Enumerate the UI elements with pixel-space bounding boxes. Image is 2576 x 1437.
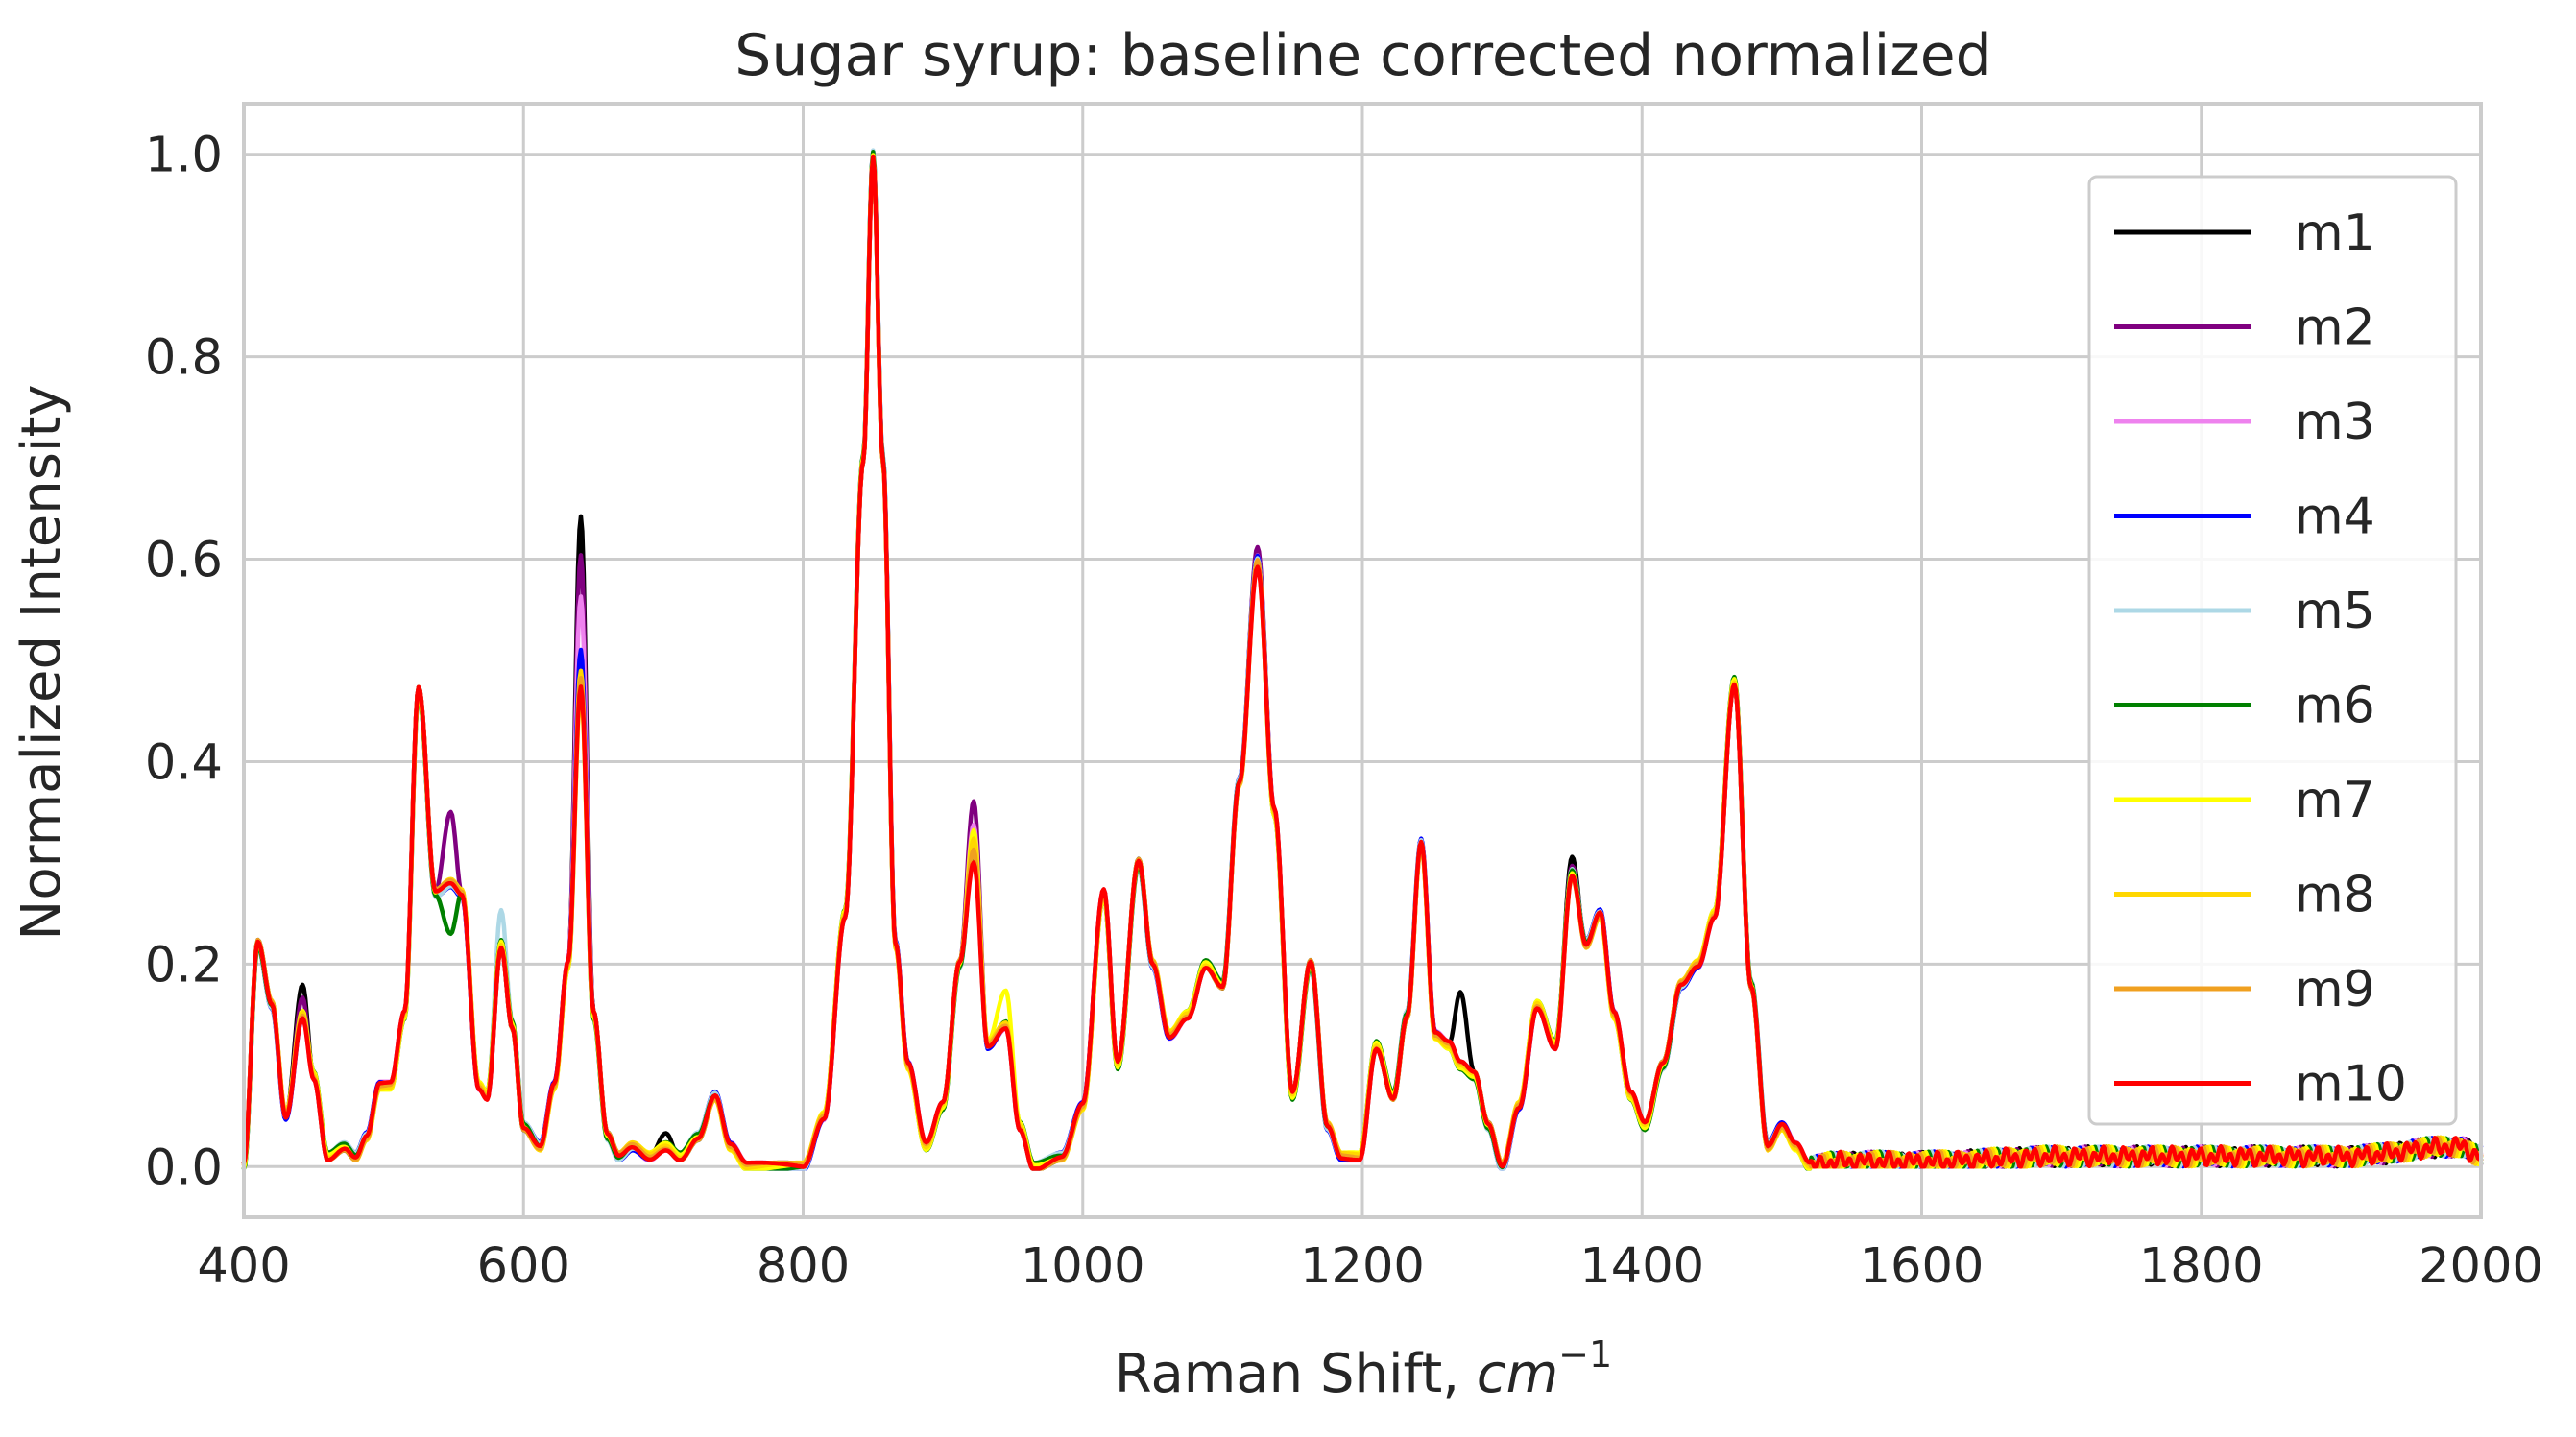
legend-label-m2: m2 [2295,299,2375,357]
x-axis-label: Raman Shift, cm−1 [1115,1333,1612,1405]
y-tick-label: 0.6 [145,533,223,589]
y-tick-label: 0.2 [145,937,223,994]
legend-label-m1: m1 [2295,204,2375,262]
legend-label-m3: m3 [2295,394,2375,451]
x-tick-label: 1200 [1300,1238,1425,1295]
legend-label-m8: m8 [2295,867,2375,924]
plot-frame [242,102,2483,1219]
y-axis-label: Normalized Intensity [11,384,73,940]
y-tick-label: 0.0 [145,1139,223,1196]
series-layer [241,148,2484,1171]
x-axis-label-unit: cm [1477,1343,1558,1405]
legend-label-m5: m5 [2295,583,2375,640]
x-axis-label-exponent: −1 [1558,1333,1612,1376]
legend-label-m10: m10 [2295,1056,2407,1114]
x-tick-label: 2000 [2419,1238,2543,1295]
y-tick-label: 0.4 [145,734,223,791]
x-tick-label: 400 [197,1238,290,1295]
series-line-m10 [241,154,2484,1171]
x-tick-label: 1400 [1579,1238,1704,1295]
x-tick-label: 1000 [1021,1238,1145,1295]
legend-label-m4: m4 [2295,489,2375,546]
legend-label-m6: m6 [2295,678,2375,735]
legend-label-m7: m7 [2295,772,2375,829]
x-tick-label: 600 [477,1238,570,1295]
chart-title: Sugar syrup: baseline corrected normaliz… [734,22,1991,89]
x-tick-label: 1800 [2139,1238,2264,1295]
legend: m1 m2 m3 m4 m5 m6 m7 m8 m9 m10 [2087,175,2458,1126]
legend-box [2087,175,2458,1126]
y-axis-ticks: 0.0 0.2 0.4 0.6 0.8 1.0 [145,128,223,1197]
x-tick-label: 800 [757,1238,850,1295]
y-tick-label: 1.0 [145,128,223,184]
x-axis-ticks: 400 600 800 1000 1200 1400 1600 1800 2000 [197,1238,2543,1295]
y-tick-label: 0.8 [145,330,223,387]
x-tick-label: 1600 [1860,1238,1985,1295]
legend-label-m9: m9 [2295,961,2375,1018]
